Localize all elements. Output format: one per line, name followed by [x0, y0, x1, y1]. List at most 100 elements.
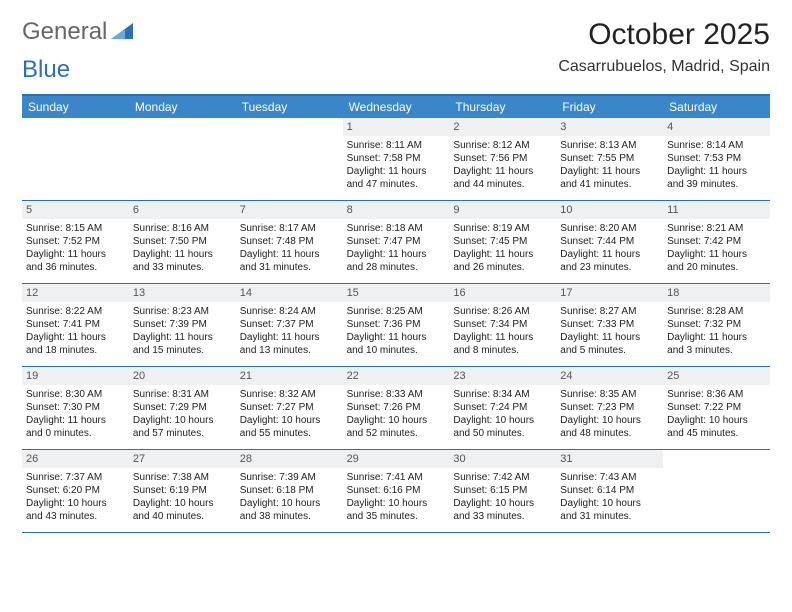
- sunset-line: Sunset: 6:16 PM: [347, 484, 446, 497]
- day-number: 13: [129, 284, 236, 302]
- location-label: Casarrubuelos, Madrid, Spain: [558, 58, 770, 76]
- day-number: 16: [449, 284, 556, 302]
- brand-logo: General: [22, 18, 135, 46]
- daylight-line: Daylight: 11 hours and 26 minutes.: [453, 248, 552, 274]
- day-number: 22: [343, 367, 450, 385]
- sunrise-line: Sunrise: 8:13 AM: [560, 139, 659, 152]
- day-number: 8: [343, 201, 450, 219]
- sunset-line: Sunset: 7:23 PM: [560, 401, 659, 414]
- sunset-line: Sunset: 7:39 PM: [133, 318, 232, 331]
- sunset-line: Sunset: 7:30 PM: [26, 401, 125, 414]
- sunset-line: Sunset: 7:42 PM: [667, 235, 766, 248]
- weeks-host: 1Sunrise: 8:11 AMSunset: 7:58 PMDaylight…: [22, 118, 770, 533]
- sunrise-line: Sunrise: 7:39 AM: [240, 471, 339, 484]
- sunrise-line: Sunrise: 8:28 AM: [667, 305, 766, 318]
- day-cell: 19Sunrise: 8:30 AMSunset: 7:30 PMDayligh…: [22, 367, 129, 449]
- day-number: 10: [556, 201, 663, 219]
- day-cell: [22, 118, 129, 200]
- day-number: 12: [22, 284, 129, 302]
- day-cell: 5Sunrise: 8:15 AMSunset: 7:52 PMDaylight…: [22, 201, 129, 283]
- daylight-line: Daylight: 10 hours and 55 minutes.: [240, 414, 339, 440]
- day-number: 20: [129, 367, 236, 385]
- day-number: 1: [343, 118, 450, 136]
- dow-friday: Friday: [556, 96, 663, 118]
- daylight-line: Daylight: 11 hours and 15 minutes.: [133, 331, 232, 357]
- sunset-line: Sunset: 7:47 PM: [347, 235, 446, 248]
- sunrise-line: Sunrise: 8:16 AM: [133, 222, 232, 235]
- day-cell: 31Sunrise: 7:43 AMSunset: 6:14 PMDayligh…: [556, 450, 663, 532]
- day-number: 19: [22, 367, 129, 385]
- sunrise-line: Sunrise: 8:35 AM: [560, 388, 659, 401]
- day-number: 4: [663, 118, 770, 136]
- sunset-line: Sunset: 6:14 PM: [560, 484, 659, 497]
- day-cell: 20Sunrise: 8:31 AMSunset: 7:29 PMDayligh…: [129, 367, 236, 449]
- sunrise-line: Sunrise: 8:32 AM: [240, 388, 339, 401]
- day-number: 2: [449, 118, 556, 136]
- week-row: 5Sunrise: 8:15 AMSunset: 7:52 PMDaylight…: [22, 201, 770, 284]
- calendar-grid: Sunday Monday Tuesday Wednesday Thursday…: [22, 94, 770, 533]
- day-number: 23: [449, 367, 556, 385]
- day-number: 26: [22, 450, 129, 468]
- sunset-line: Sunset: 7:53 PM: [667, 152, 766, 165]
- day-cell: 8Sunrise: 8:18 AMSunset: 7:47 PMDaylight…: [343, 201, 450, 283]
- day-number: 15: [343, 284, 450, 302]
- day-number: 3: [556, 118, 663, 136]
- week-row: 1Sunrise: 8:11 AMSunset: 7:58 PMDaylight…: [22, 118, 770, 201]
- sunrise-line: Sunrise: 8:17 AM: [240, 222, 339, 235]
- sunrise-line: Sunrise: 8:11 AM: [347, 139, 446, 152]
- day-cell: 3Sunrise: 8:13 AMSunset: 7:55 PMDaylight…: [556, 118, 663, 200]
- sunset-line: Sunset: 7:33 PM: [560, 318, 659, 331]
- sunrise-line: Sunrise: 8:34 AM: [453, 388, 552, 401]
- day-number: 25: [663, 367, 770, 385]
- daylight-line: Daylight: 11 hours and 0 minutes.: [26, 414, 125, 440]
- sunset-line: Sunset: 7:26 PM: [347, 401, 446, 414]
- day-cell: 24Sunrise: 8:35 AMSunset: 7:23 PMDayligh…: [556, 367, 663, 449]
- day-number: 24: [556, 367, 663, 385]
- daylight-line: Daylight: 10 hours and 35 minutes.: [347, 497, 446, 523]
- sunrise-line: Sunrise: 7:38 AM: [133, 471, 232, 484]
- day-cell: 9Sunrise: 8:19 AMSunset: 7:45 PMDaylight…: [449, 201, 556, 283]
- sunrise-line: Sunrise: 7:43 AM: [560, 471, 659, 484]
- daylight-line: Daylight: 11 hours and 47 minutes.: [347, 165, 446, 191]
- daylight-line: Daylight: 11 hours and 39 minutes.: [667, 165, 766, 191]
- sunrise-line: Sunrise: 8:33 AM: [347, 388, 446, 401]
- daylight-line: Daylight: 11 hours and 5 minutes.: [560, 331, 659, 357]
- daylight-line: Daylight: 10 hours and 40 minutes.: [133, 497, 232, 523]
- title-block: October 2025 Casarrubuelos, Madrid, Spai…: [558, 18, 770, 76]
- daylight-line: Daylight: 10 hours and 43 minutes.: [26, 497, 125, 523]
- sunset-line: Sunset: 7:36 PM: [347, 318, 446, 331]
- day-cell: 2Sunrise: 8:12 AMSunset: 7:56 PMDaylight…: [449, 118, 556, 200]
- day-number: 30: [449, 450, 556, 468]
- day-number: 29: [343, 450, 450, 468]
- sunrise-line: Sunrise: 7:37 AM: [26, 471, 125, 484]
- daylight-line: Daylight: 11 hours and 33 minutes.: [133, 248, 232, 274]
- day-number: 28: [236, 450, 343, 468]
- sunrise-line: Sunrise: 8:19 AM: [453, 222, 552, 235]
- day-number: 18: [663, 284, 770, 302]
- sunset-line: Sunset: 7:44 PM: [560, 235, 659, 248]
- day-cell: 26Sunrise: 7:37 AMSunset: 6:20 PMDayligh…: [22, 450, 129, 532]
- sunrise-line: Sunrise: 8:26 AM: [453, 305, 552, 318]
- daylight-line: Daylight: 11 hours and 28 minutes.: [347, 248, 446, 274]
- daylight-line: Daylight: 11 hours and 36 minutes.: [26, 248, 125, 274]
- sunrise-line: Sunrise: 8:23 AM: [133, 305, 232, 318]
- sunrise-line: Sunrise: 8:25 AM: [347, 305, 446, 318]
- sunset-line: Sunset: 7:32 PM: [667, 318, 766, 331]
- sunrise-line: Sunrise: 8:27 AM: [560, 305, 659, 318]
- daylight-line: Daylight: 11 hours and 20 minutes.: [667, 248, 766, 274]
- sunrise-line: Sunrise: 8:15 AM: [26, 222, 125, 235]
- sunset-line: Sunset: 7:29 PM: [133, 401, 232, 414]
- daylight-line: Daylight: 10 hours and 57 minutes.: [133, 414, 232, 440]
- sunset-line: Sunset: 7:50 PM: [133, 235, 232, 248]
- sunset-line: Sunset: 7:48 PM: [240, 235, 339, 248]
- daylight-line: Daylight: 11 hours and 3 minutes.: [667, 331, 766, 357]
- sunset-line: Sunset: 7:34 PM: [453, 318, 552, 331]
- day-number: 27: [129, 450, 236, 468]
- day-cell: [236, 118, 343, 200]
- day-number: 21: [236, 367, 343, 385]
- sunset-line: Sunset: 7:24 PM: [453, 401, 552, 414]
- sunset-line: Sunset: 7:55 PM: [560, 152, 659, 165]
- day-cell: 30Sunrise: 7:42 AMSunset: 6:15 PMDayligh…: [449, 450, 556, 532]
- daylight-line: Daylight: 11 hours and 23 minutes.: [560, 248, 659, 274]
- brand-part1: General: [22, 18, 107, 46]
